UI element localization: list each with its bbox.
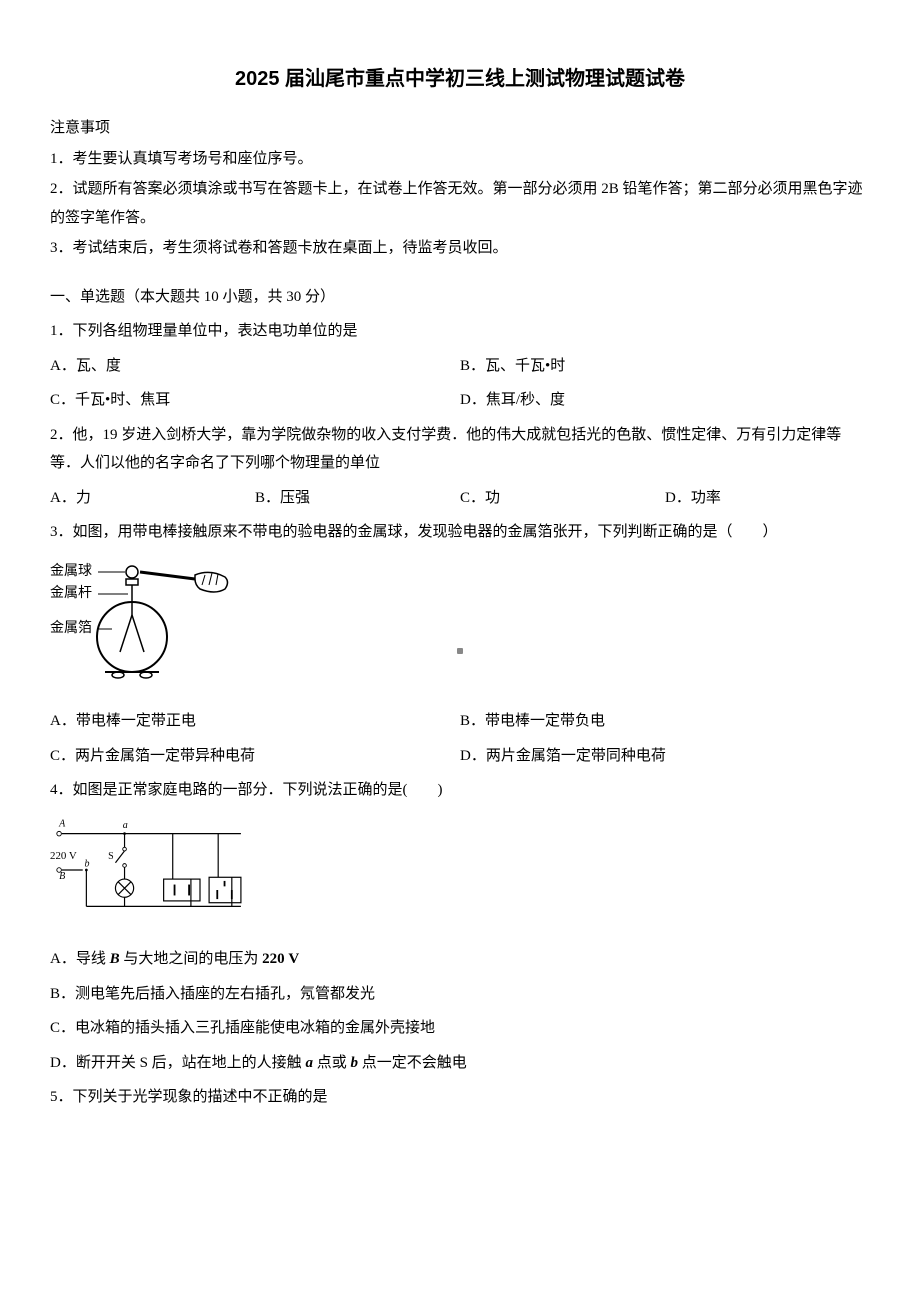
q2-option-c: C．功 xyxy=(460,484,665,513)
pagination-dot xyxy=(457,648,463,654)
q3-label-rod: 金属杆 xyxy=(50,585,92,601)
exam-title: 2025 届汕尾市重点中学初三线上测试物理试题试卷 xyxy=(50,60,870,98)
question-1-text: 1．下列各组物理量单位中，表达电功单位的是 xyxy=(50,317,870,346)
q4-option-d: D．断开开关 S 后，站在地上的人接触 a 点或 b 点一定不会触电 xyxy=(50,1049,870,1078)
question-2-text: 2．他，19 岁进入剑桥大学，靠为学院做杂物的收入支付学费．他的伟大成就包括光的… xyxy=(50,421,870,478)
q1-option-d: D．焦耳/秒、度 xyxy=(460,386,870,415)
q1-option-a: A．瓦、度 xyxy=(50,352,460,381)
q2-option-a: A．力 xyxy=(50,484,255,513)
question-3-text: 3．如图，用带电棒接触原来不带电的验电器的金属球，发现验电器的金属箔张开，下列判… xyxy=(50,518,870,547)
section-1-header: 一、单选题（本大题共 10 小题，共 30 分） xyxy=(50,283,870,312)
q4-option-a: A．导线 B 与大地之间的电压为 220 V xyxy=(50,945,870,974)
q3-label-foil: 金属箔 xyxy=(50,620,92,636)
notice-header: 注意事项 xyxy=(50,114,870,143)
svg-text:a: a xyxy=(123,820,128,831)
notice-item-3: 3．考试结束后，考生须将试卷和答题卡放在桌面上，待监考员收回。 xyxy=(50,234,870,263)
question-4-text: 4．如图是正常家庭电路的一部分．下列说法正确的是( ) xyxy=(50,776,870,805)
q4-option-b: B．测电笔先后插入插座的左右插孔，氖管都发光 xyxy=(50,980,870,1009)
question-5-text: 5．下列关于光学现象的描述中不正确的是 xyxy=(50,1083,870,1112)
notice-item-2: 2．试题所有答案必须填涂或书写在答题卡上，在试卷上作答无效。第一部分必须用 2B… xyxy=(50,175,870,232)
q3-option-b: B．带电棒一定带负电 xyxy=(460,707,870,736)
q4-figure: A a 220 V B b S xyxy=(50,815,870,936)
svg-text:B: B xyxy=(59,871,65,882)
q2-option-b: B．压强 xyxy=(255,484,460,513)
svg-text:S: S xyxy=(108,851,114,862)
q3-option-a: A．带电棒一定带正电 xyxy=(50,707,460,736)
q3-figure: 金属球 金属杆 金属箔 xyxy=(50,557,870,698)
q1-option-c: C．千瓦•时、焦耳 xyxy=(50,386,460,415)
svg-text:b: b xyxy=(85,858,90,869)
q3-label-ball: 金属球 xyxy=(50,563,92,579)
svg-text:A: A xyxy=(58,818,66,829)
notice-item-1: 1．考生要认真填写考场号和座位序号。 xyxy=(50,145,870,174)
q3-option-d: D．两片金属箔一定带同种电荷 xyxy=(460,742,870,771)
q1-option-b: B．瓦、千瓦•时 xyxy=(460,352,870,381)
q3-option-c: C．两片金属箔一定带异种电荷 xyxy=(50,742,460,771)
q4-option-c: C．电冰箱的插头插入三孔插座能使电冰箱的金属外壳接地 xyxy=(50,1014,870,1043)
svg-text:220 V: 220 V xyxy=(50,850,77,862)
q2-option-d: D．功率 xyxy=(665,484,870,513)
